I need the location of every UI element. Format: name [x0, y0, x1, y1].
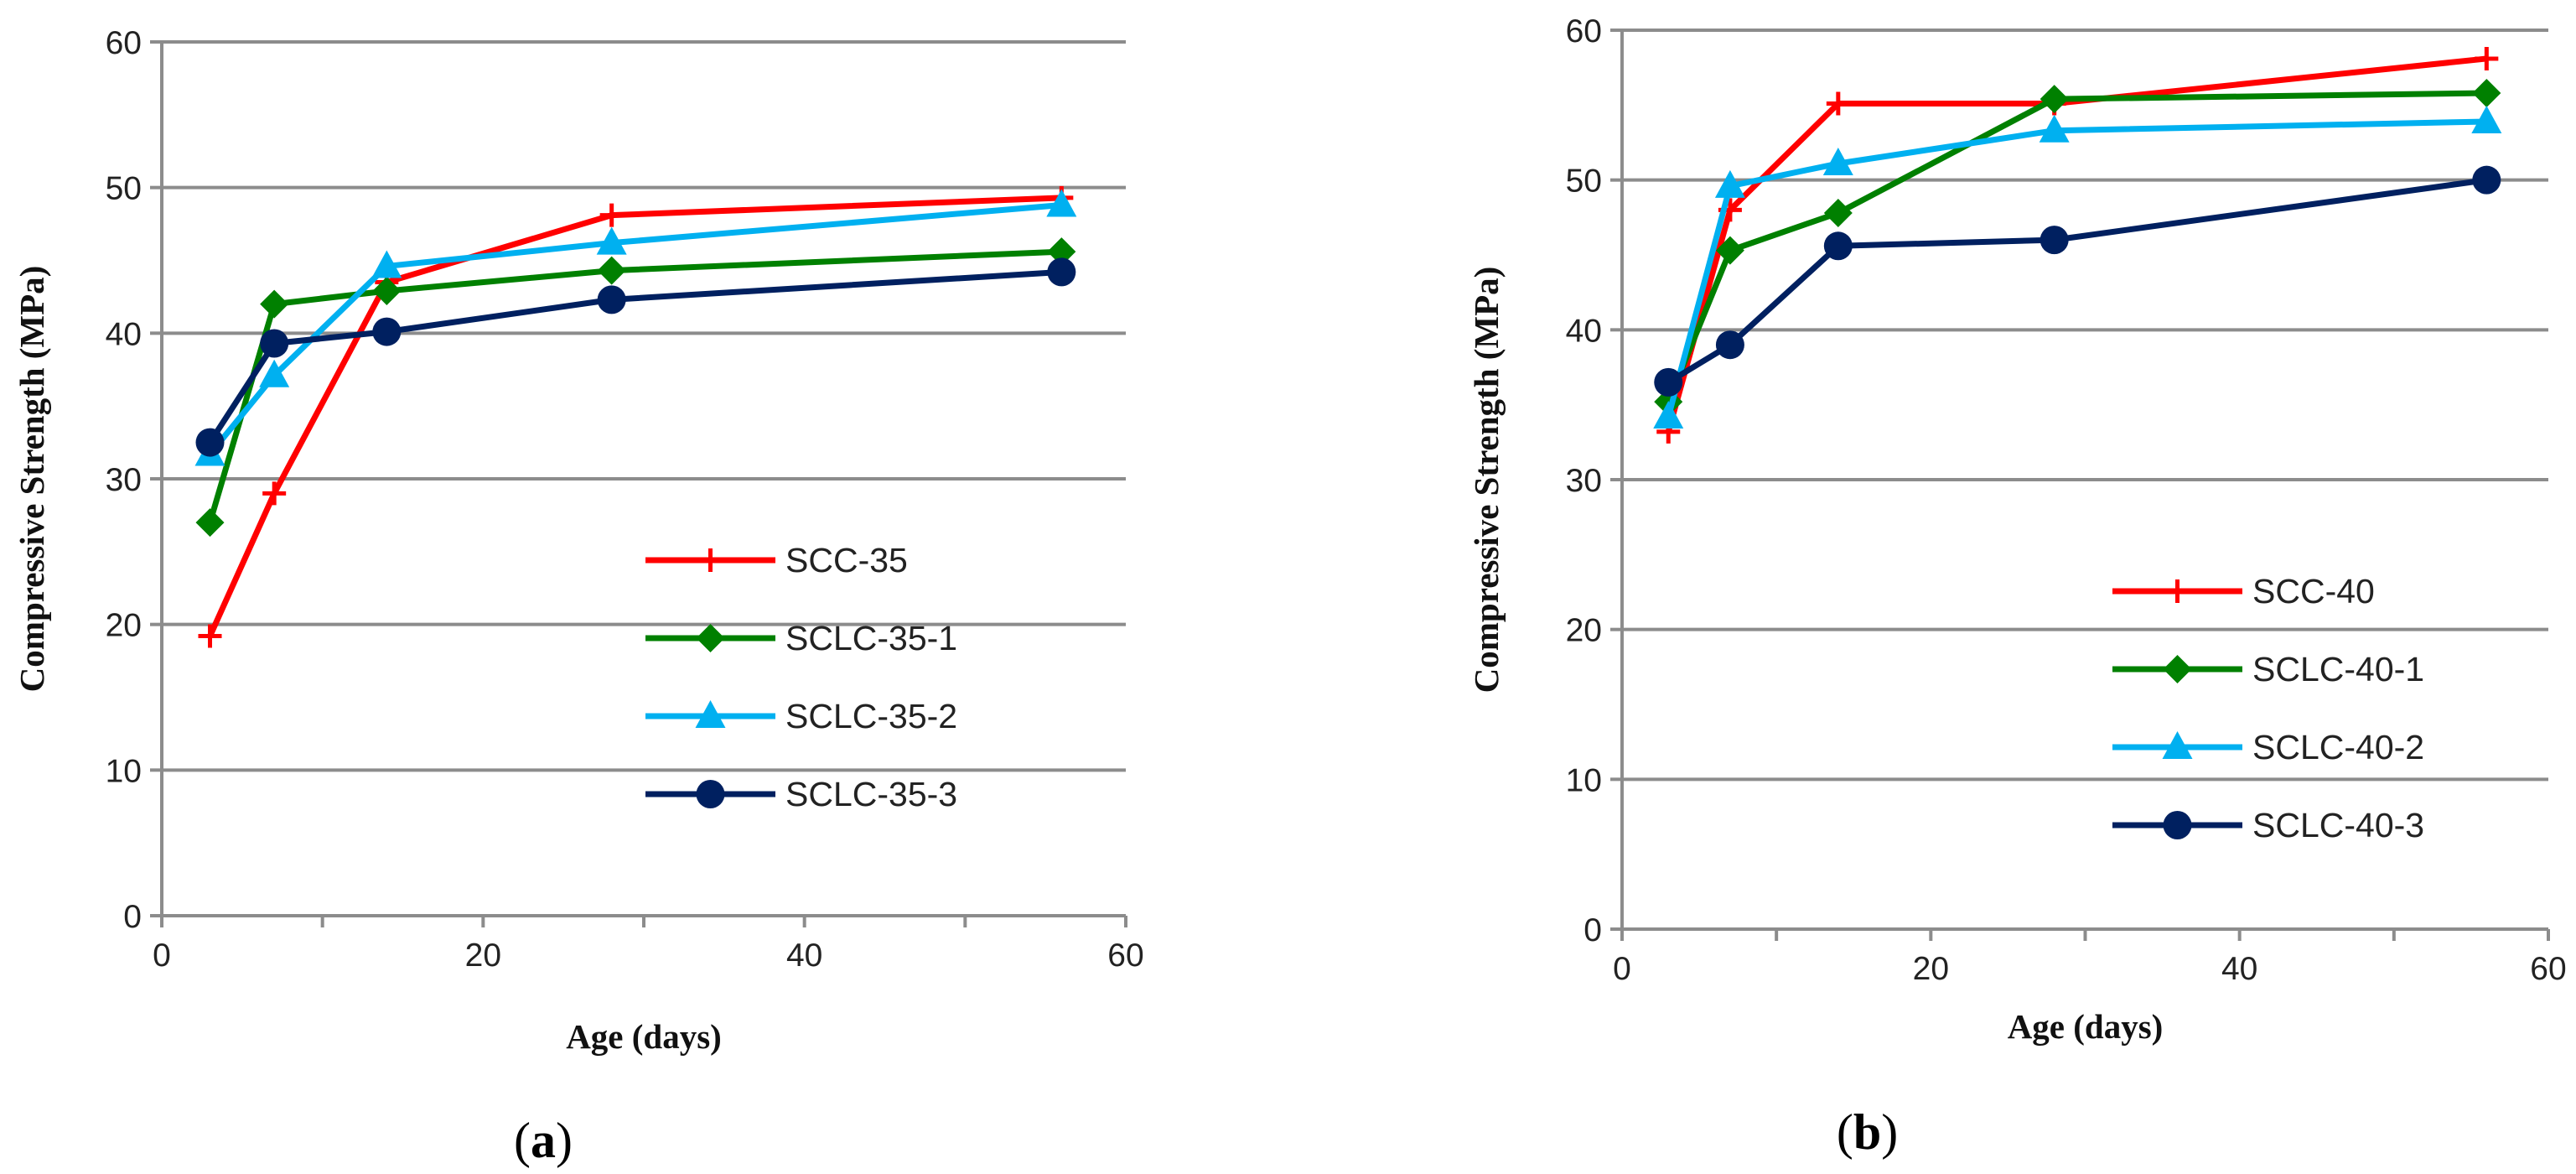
- data-point: [1823, 198, 1853, 227]
- data-point: [1653, 400, 1684, 429]
- legend-marker: [698, 548, 723, 572]
- panel-label: (b): [1837, 1104, 1898, 1160]
- x-tick-label: 0: [1613, 951, 1631, 987]
- y-tick-label: 60: [1566, 13, 1602, 49]
- data-point: [597, 256, 626, 285]
- legend-label: SCLC-35-2: [785, 697, 957, 735]
- x-axis-title: Age (days): [566, 1017, 722, 1056]
- data-point: [372, 276, 402, 305]
- data-point: [260, 289, 289, 319]
- data-point: [259, 359, 290, 387]
- x-tick-label: 40: [2221, 951, 2257, 987]
- data-point: [2040, 85, 2069, 114]
- series-line: [1665, 118, 2487, 418]
- data-point: [195, 508, 225, 538]
- data-point: [1654, 367, 1683, 397]
- y-tick-label: 10: [1566, 762, 1602, 798]
- x-tick-label: 60: [2530, 951, 2566, 987]
- panel-label: (a): [514, 1113, 573, 1168]
- series-line: [207, 248, 1062, 524]
- y-tick-label: 60: [106, 25, 142, 61]
- y-axis-title: Compressive Strength (MPa): [13, 266, 51, 693]
- y-tick-label: 0: [1583, 912, 1602, 948]
- y-tick-label: 50: [1566, 164, 1602, 200]
- legend-label: SCC-35: [785, 541, 908, 579]
- legend-label: SCLC-40-1: [2252, 650, 2424, 688]
- series-line: [207, 202, 1062, 456]
- y-tick-label: 40: [1566, 313, 1602, 349]
- y-tick-label: 10: [106, 753, 142, 789]
- data-point: [597, 285, 626, 314]
- data-point: [1715, 330, 1744, 360]
- y-tick-label: 20: [1566, 613, 1602, 649]
- chart-panel-b: 0 10 20 30 40 50 60 0 20 40 60 Age (days) Compressiv…: [1467, 13, 2567, 1160]
- data-point: [1047, 257, 1076, 287]
- x-tick-label: 0: [153, 938, 171, 974]
- legend-marker: [2162, 731, 2193, 759]
- data-point: [198, 624, 222, 648]
- legend-label: SCC-40: [2252, 572, 2375, 610]
- legend-label: SCLC-35-3: [785, 775, 957, 813]
- series-line: [1666, 90, 2487, 403]
- x-tick-label: 60: [1107, 938, 1143, 974]
- x-axis-title: Age (days): [2008, 1007, 2164, 1046]
- data-point: [1826, 91, 1850, 116]
- data-point: [599, 203, 624, 227]
- y-tick-label: 20: [106, 608, 142, 644]
- y-tick-label: 30: [106, 462, 142, 498]
- data-point: [2475, 46, 2499, 70]
- data-point: [262, 481, 287, 506]
- data-point: [2040, 226, 2069, 255]
- data-point: [1822, 148, 1853, 176]
- chart-panel-a: 0 10 20 30 40 50 60 0 20 40 60 Age (days) Compressiv…: [13, 25, 1144, 1168]
- legend-marker: [696, 624, 725, 652]
- data-point: [1714, 169, 1745, 198]
- legend-label: SCLC-40-3: [2252, 806, 2424, 844]
- y-tick-label: 0: [123, 899, 142, 935]
- legend-marker: [2163, 811, 2192, 839]
- data-point: [1823, 231, 1853, 261]
- data-point: [2039, 114, 2070, 143]
- legend-marker: [2163, 655, 2192, 683]
- data-point: [371, 250, 402, 278]
- data-point: [2472, 165, 2501, 195]
- data-point: [195, 428, 225, 457]
- legend-marker: [696, 780, 725, 808]
- series-line: [1666, 177, 2487, 385]
- data-point: [2471, 105, 2502, 133]
- y-tick-label: 30: [1566, 463, 1602, 499]
- y-tick-label: 40: [106, 316, 142, 352]
- data-point: [260, 329, 289, 358]
- x-tick-label: 20: [465, 938, 501, 974]
- legend-label: SCLC-35-1: [785, 619, 957, 657]
- x-tick-label: 20: [1913, 951, 1949, 987]
- data-point: [596, 226, 627, 255]
- series-line: [1665, 55, 2487, 433]
- x-tick-label: 40: [786, 938, 822, 974]
- data-point: [1047, 237, 1076, 267]
- legend-marker: [2165, 579, 2190, 603]
- legend-marker: [695, 700, 726, 728]
- data-point: [1715, 236, 1744, 265]
- y-axis-title: Compressive Strength (MPa): [1467, 267, 1506, 693]
- series-line: [207, 195, 1062, 637]
- y-tick-label: 50: [106, 171, 142, 207]
- legend-label: SCLC-40-2: [2252, 728, 2424, 766]
- data-point: [1046, 189, 1077, 217]
- data-point: [372, 317, 402, 346]
- data-point: [2472, 79, 2501, 108]
